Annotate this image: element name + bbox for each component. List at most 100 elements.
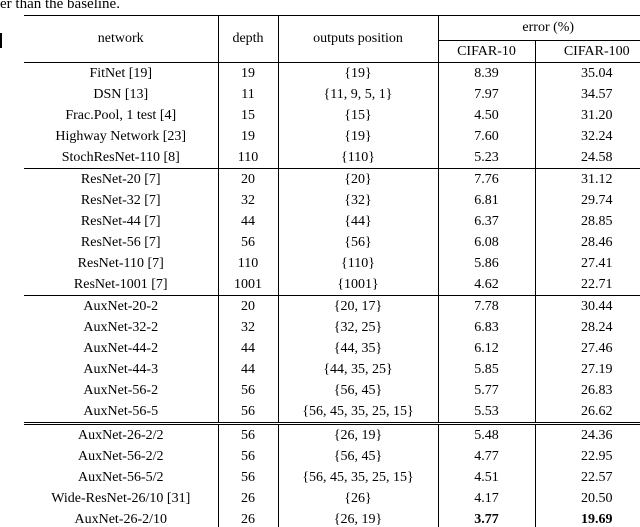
table-row: AuxNet-20-2 20 {20, 17} 7.78 30.44 xyxy=(24,295,640,317)
table-row: AuxNet-26-2/2 56 {26, 19} 5.48 24.36 xyxy=(24,423,640,446)
depth-cell: 110 xyxy=(217,253,278,274)
header-error-group: error (%) xyxy=(437,15,640,41)
cifar100-error-cell: 27.41 xyxy=(534,253,640,274)
outputs-position-cell: {56, 45, 35, 25, 15} xyxy=(277,467,438,488)
table-row: Highway Network [23] 19 {19} 7.60 32.24 xyxy=(24,126,640,147)
outputs-position-cell: {44, 35, 25} xyxy=(277,359,438,380)
cifar10-error-cell: 4.77 xyxy=(437,446,535,467)
header-row-2: CIFAR-10 CIFAR-100 xyxy=(24,40,640,63)
depth-cell: 44 xyxy=(217,211,278,232)
header-cifar10: CIFAR-10 xyxy=(437,40,535,63)
table-row: ResNet-20 [7] 20 {20} 7.76 31.12 xyxy=(24,168,640,190)
outputs-position-cell: {1001} xyxy=(277,274,438,296)
cifar100-error-cell: 31.12 xyxy=(534,168,640,190)
cifar100-error-cell: 29.74 xyxy=(534,190,640,211)
network-cell: ResNet-32 [7] xyxy=(80,192,161,208)
outputs-position-cell: {20, 17} xyxy=(277,295,438,317)
table-row: ResNet-32 [7] 32 {32} 6.81 29.74 xyxy=(24,190,640,211)
network-cell: AuxNet-56-5/2 xyxy=(77,469,164,485)
table-row: AuxNet-56-5/2 56 {56, 45, 35, 25, 15} 4.… xyxy=(24,467,640,488)
cifar10-error-cell: 7.78 xyxy=(437,295,535,317)
table-row: Frac.Pool, 1 test [4] 15 {15} 4.50 31.20 xyxy=(24,105,640,126)
cifar100-error-cell: 22.95 xyxy=(534,446,640,467)
depth-cell: 19 xyxy=(217,62,278,84)
depth-cell: 20 xyxy=(217,168,278,190)
cifar10-error-cell: 4.17 xyxy=(437,488,535,509)
table-row: AuxNet-44-2 44 {44, 35} 6.12 27.46 xyxy=(24,338,640,359)
cifar10-error-cell: 6.81 xyxy=(437,190,535,211)
outputs-position-cell: {56, 45, 35, 25, 15} xyxy=(277,401,438,424)
depth-cell: 32 xyxy=(217,190,278,211)
network-cell: AuxNet-32-2 xyxy=(83,319,159,335)
network-cell: AuxNet-20-2 xyxy=(83,298,159,314)
cifar100-error-cell: 28.46 xyxy=(534,232,640,253)
outputs-position-cell: {56} xyxy=(277,232,438,253)
network-cell: AuxNet-26-2/2 xyxy=(77,427,164,443)
outputs-position-cell: {44} xyxy=(277,211,438,232)
cifar100-error-cell: 22.71 xyxy=(534,274,640,296)
depth-cell: 56 xyxy=(217,380,278,401)
header-row-1: network depth outputs position error (%) xyxy=(24,15,640,63)
table-row: AuxNet-26-2/10 26 {26, 19} 3.77 19.69 xyxy=(24,509,640,527)
cifar100-error-cell: 32.24 xyxy=(534,126,640,147)
cifar100-error-cell: 19.69 xyxy=(534,509,640,527)
depth-cell: 26 xyxy=(217,488,278,509)
depth-cell: 56 xyxy=(217,232,278,253)
cifar10-error-cell: 6.37 xyxy=(437,211,535,232)
cifar10-error-cell: 5.77 xyxy=(437,380,535,401)
network-cell: Highway Network [23] xyxy=(55,128,187,144)
cifar10-error-cell: 4.62 xyxy=(437,274,535,296)
cifar10-error-cell: 4.50 xyxy=(437,105,535,126)
cifar10-error-cell: 7.60 xyxy=(437,126,535,147)
network-cell: ResNet-56 [7] xyxy=(80,234,161,250)
network-cell: DSN [13] xyxy=(93,86,149,102)
cifar100-error-cell: 24.58 xyxy=(534,147,640,169)
outputs-position-cell: {26} xyxy=(277,488,438,509)
network-cell: Frac.Pool, 1 test [4] xyxy=(65,107,177,123)
results-table: network depth outputs position error (%)… xyxy=(24,15,640,527)
outputs-position-cell: {32, 25} xyxy=(277,317,438,338)
outputs-position-cell: {15} xyxy=(277,105,438,126)
cifar100-error-cell: 31.20 xyxy=(534,105,640,126)
table-row: ResNet-44 [7] 44 {44} 6.37 28.85 xyxy=(24,211,640,232)
outputs-position-cell: {26, 19} xyxy=(277,509,438,527)
cifar10-error-cell: 6.12 xyxy=(437,338,535,359)
cifar10-error-cell: 5.86 xyxy=(437,253,535,274)
cifar10-error-cell: 5.48 xyxy=(437,423,535,446)
network-cell: StochResNet-110 [8] xyxy=(61,149,180,165)
cifar10-error-cell: 3.77 xyxy=(437,509,535,527)
section-resnet: ResNet-20 [7] 20 {20} 7.76 31.12 ResNet-… xyxy=(24,168,640,296)
header-cifar100: CIFAR-100 xyxy=(534,40,640,63)
network-cell: AuxNet-44-2 xyxy=(83,340,159,356)
network-cell: ResNet-110 [7] xyxy=(77,255,164,271)
table-row: AuxNet-56-2 56 {56, 45} 5.77 26.83 xyxy=(24,380,640,401)
network-cell: AuxNet-56-5 xyxy=(83,403,159,419)
table-row: StochResNet-110 [8] 110 {110} 5.23 24.58 xyxy=(24,147,640,169)
depth-cell: 11 xyxy=(217,84,278,105)
outputs-position-cell: {20} xyxy=(277,168,438,190)
network-cell: ResNet-20 [7] xyxy=(80,171,161,187)
network-cell: AuxNet-44-3 xyxy=(83,361,159,377)
depth-cell: 56 xyxy=(217,467,278,488)
cifar10-error-cell: 5.53 xyxy=(437,401,535,424)
cifar10-error-cell: 5.85 xyxy=(437,359,535,380)
cifar100-error-cell: 20.50 xyxy=(534,488,640,509)
cifar10-error-cell: 4.51 xyxy=(437,467,535,488)
cifar10-error-cell: 5.23 xyxy=(437,147,535,169)
cifar10-error-cell: 8.39 xyxy=(437,62,535,84)
cifar100-error-cell: 26.83 xyxy=(534,380,640,401)
network-cell: AuxNet-56-2 xyxy=(83,382,159,398)
table-row: ResNet-56 [7] 56 {56} 6.08 28.46 xyxy=(24,232,640,253)
depth-cell: 19 xyxy=(217,126,278,147)
table-row: AuxNet-56-2/2 56 {56, 45} 4.77 22.95 xyxy=(24,446,640,467)
header-depth: depth xyxy=(217,15,278,63)
depth-cell: 20 xyxy=(217,295,278,317)
network-cell: Wide-ResNet-26/10 [31] xyxy=(51,490,191,506)
cifar10-error-cell: 6.08 xyxy=(437,232,535,253)
table-row: ResNet-1001 [7] 1001 {1001} 4.62 22.71 xyxy=(24,274,640,296)
cifar100-error-cell: 27.19 xyxy=(534,359,640,380)
outputs-position-cell: {26, 19} xyxy=(277,423,438,446)
network-cell: AuxNet-26-2/10 xyxy=(74,511,168,527)
caption-fragment: er than the baseline. xyxy=(0,0,120,12)
network-cell: FitNet [19] xyxy=(89,65,153,81)
